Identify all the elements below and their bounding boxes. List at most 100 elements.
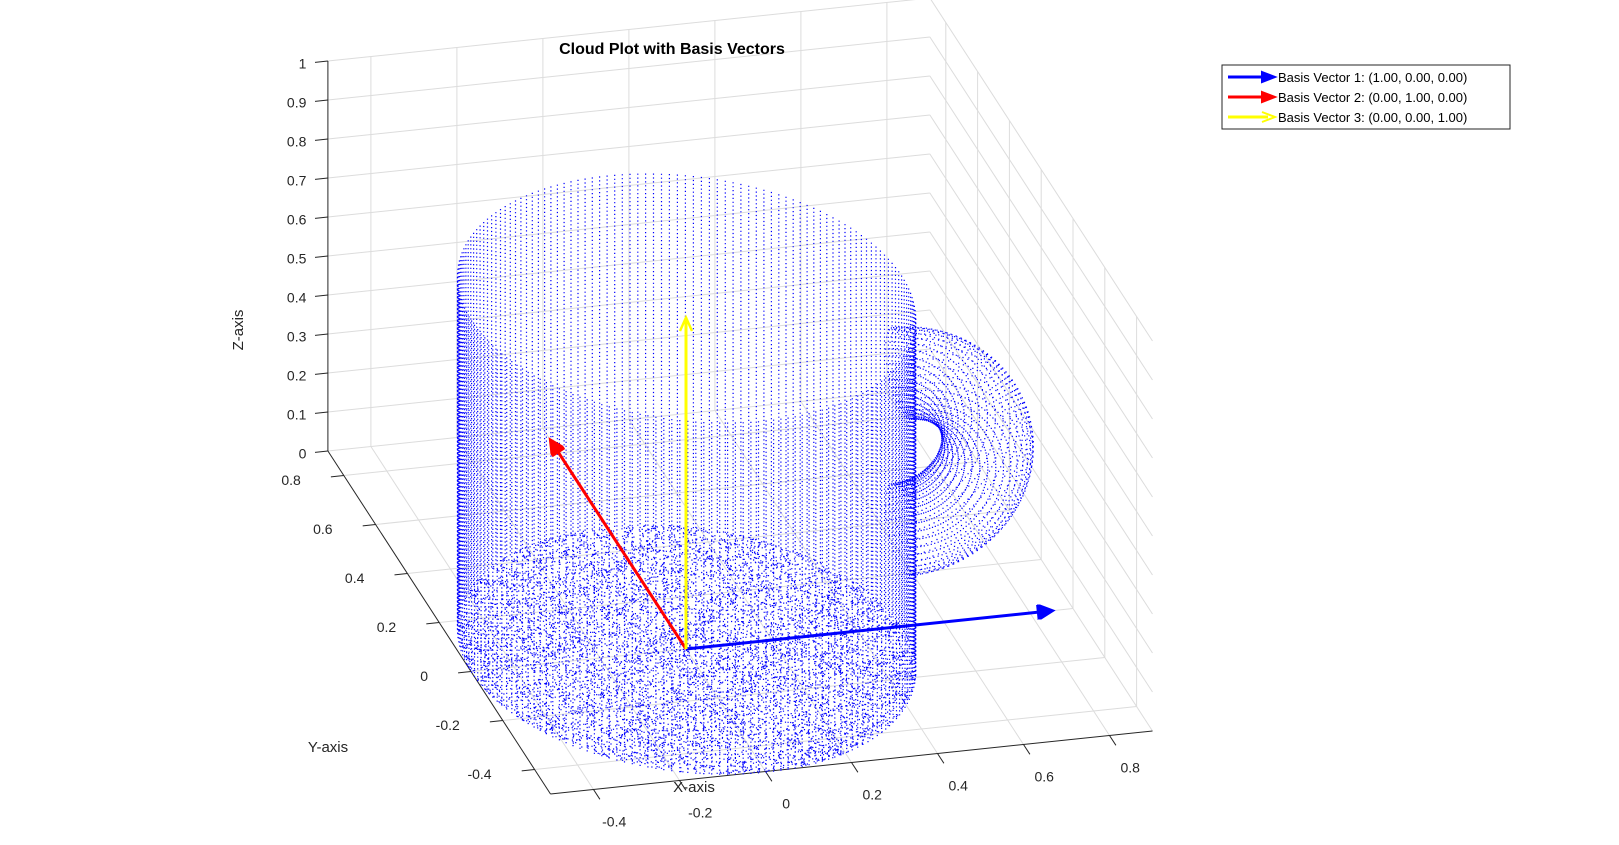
grid-line [327, 192, 930, 257]
grid-line [929, 114, 1153, 459]
legend-entry-basis-vector-2: Basis Vector 2: (0.00, 1.00, 0.00) [1228, 90, 1467, 105]
y-tick-mark [362, 524, 376, 527]
z-tick-mark [314, 294, 328, 297]
legend-label: Basis Vector 1: (1.00, 0.00, 0.00) [1278, 70, 1467, 85]
y-tick-mark [458, 671, 472, 674]
grid-line [327, 75, 930, 140]
x-tick-mark [937, 753, 945, 764]
z-tick-label: 0.8 [287, 133, 307, 149]
grid-line [534, 706, 1137, 770]
x-axis-label: X-axis [673, 779, 715, 796]
z-tick-label: 0.2 [287, 367, 307, 383]
z-tick-label: 1 [299, 55, 307, 71]
x-tick-label: 0.4 [948, 777, 968, 793]
x-tick-label: 0.8 [1120, 759, 1140, 775]
z-axis-label: Z-axis [230, 310, 247, 351]
y-tick-mark [489, 720, 503, 723]
grid-line [327, 309, 930, 374]
z-tick-mark [314, 372, 328, 375]
y-tick-mark [426, 622, 440, 625]
z-tick-mark [314, 177, 328, 180]
x-tick-mark [851, 762, 859, 773]
grid-line [327, 114, 930, 179]
grid-line [929, 75, 1153, 420]
z-tick-label: 0.6 [287, 211, 307, 227]
grid-line [502, 657, 1105, 721]
z-tick-label: 0.3 [287, 328, 307, 344]
x-tick-mark [1023, 744, 1031, 755]
y-tick-mark [394, 573, 408, 576]
z-tick-label: 0.1 [287, 406, 307, 422]
grid-line [375, 461, 978, 525]
legend-entry-basis-vector-1: Basis Vector 1: (1.00, 0.00, 0.00) [1228, 70, 1467, 85]
grid-line [929, 348, 1153, 693]
z-tick-label: 0.7 [287, 172, 307, 188]
grid-line [407, 510, 1010, 574]
grid-line [929, 270, 1153, 615]
y-tick-label: 0.6 [313, 521, 333, 537]
legend-swatch-arrowhead [1261, 90, 1278, 104]
grid-line [327, 387, 930, 452]
y-tick-label: 0.8 [281, 472, 301, 488]
chart-title: Cloud Plot with Basis Vectors [559, 41, 785, 58]
tick-labels: -0.4 -0.2 0 0.2 0.4 0.6 0.8 -0.4 -0.2 0 0.2 0.4 0.6 0… [281, 55, 1140, 829]
y-tick-label: -0.2 [436, 717, 460, 733]
grid-line [327, 348, 930, 413]
x-tick-label: 0.6 [1034, 768, 1054, 784]
y-axis-label: Y-axis [308, 739, 348, 756]
x-tick-label: 0.2 [862, 786, 882, 802]
legend-label: Basis Vector 3: (0.00, 0.00, 1.00) [1278, 110, 1467, 125]
grid-line [929, 309, 1153, 654]
z-tick-mark [314, 99, 328, 102]
legend-swatch-arrowhead [1261, 70, 1278, 84]
grid-line [930, 0, 1153, 342]
z-tick-label: 0 [299, 445, 307, 461]
y-tick-mark [521, 769, 535, 772]
grid-line [929, 231, 1153, 576]
grid-line [327, 231, 930, 296]
z-tick-mark [314, 411, 328, 414]
grid-line [327, 0, 916, 62]
z-tick-mark [314, 138, 328, 141]
y-tick-label: -0.4 [467, 766, 491, 782]
y-tick-label: 0.2 [377, 619, 397, 635]
y-tick-label: 0 [420, 668, 428, 684]
x-tick-label: -0.2 [688, 804, 712, 820]
z-tick-mark [314, 255, 328, 258]
z-tick-label: 0.5 [287, 250, 307, 266]
legend: Basis Vector 1: (1.00, 0.00, 0.00) Basis … [1221, 64, 1511, 130]
basis-vectors [551, 314, 1052, 651]
grid-line [929, 36, 1153, 381]
z-tick-mark [314, 216, 328, 219]
grid-line [929, 153, 1153, 498]
grid-line [929, 192, 1153, 537]
x-tick-mark [679, 780, 687, 791]
basis-vector-1 [685, 611, 1052, 651]
z-tick-label: 0.9 [287, 94, 307, 110]
y-tick-mark [330, 475, 344, 478]
basis-vector-2 [551, 441, 688, 650]
z-tick-label: 0.4 [287, 289, 307, 305]
grid-line [327, 153, 930, 218]
y-tick-label: 0.4 [345, 570, 365, 586]
z-tick-mark [314, 333, 328, 336]
x-tick-label: -0.4 [602, 813, 626, 829]
point-cloud [456, 173, 1034, 775]
grid-layer [327, 0, 1153, 790]
mug-point-cloud [456, 173, 1034, 775]
legend-entry-basis-vector-3: Basis Vector 3: (0.00, 0.00, 1.00) [1228, 110, 1467, 125]
legend-label: Basis Vector 2: (0.00, 1.00, 0.00) [1278, 90, 1467, 105]
grid-line [327, 270, 930, 335]
x-tick-mark [765, 771, 773, 782]
z-tick-mark [314, 60, 328, 63]
x-tick-label: 0 [782, 795, 790, 811]
grid-line [327, 36, 930, 101]
x-tick-mark [593, 789, 601, 800]
x-tick-mark [1109, 735, 1117, 746]
grid-line [343, 412, 946, 476]
axis-layer [314, 60, 1153, 800]
z-tick-mark [314, 450, 328, 453]
legend-swatch-arrowhead [1261, 111, 1278, 123]
grid-line [929, 387, 1153, 732]
